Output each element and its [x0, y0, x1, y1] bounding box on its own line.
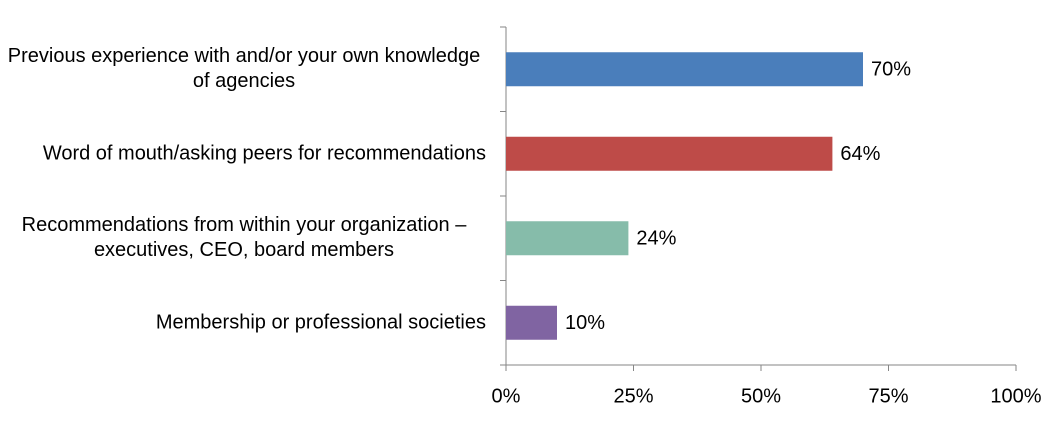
category-label-box: Previous experience with and/or your own…	[2, 44, 486, 94]
x-tick-label: 100%	[990, 385, 1041, 407]
bar	[506, 305, 557, 340]
value-label: 64%	[840, 143, 880, 165]
y-tick-label: Previous experience with and/or your own…	[7, 45, 481, 93]
value-label: 10%	[565, 312, 605, 334]
x-tick-label: 0%	[492, 385, 521, 407]
bar	[506, 52, 863, 87]
bar	[506, 136, 833, 171]
x-tick-label: 25%	[613, 385, 653, 407]
x-tick-label: 50%	[741, 385, 781, 407]
value-label: 24%	[636, 228, 676, 250]
y-tick-label: Recommendations from within your organiz…	[21, 214, 467, 262]
value-label: 70%	[871, 59, 911, 81]
category-label-box: Membership or professional societies	[2, 310, 486, 335]
x-tick-label: 75%	[868, 385, 908, 407]
category-label-box: Recommendations from within your organiz…	[2, 213, 486, 263]
y-tick-label: Word of mouth/asking peers for recommend…	[42, 142, 486, 165]
category-label-box: Word of mouth/asking peers for recommend…	[2, 141, 486, 166]
bar	[506, 221, 629, 256]
y-tick-label: Membership or professional societies	[155, 311, 486, 334]
